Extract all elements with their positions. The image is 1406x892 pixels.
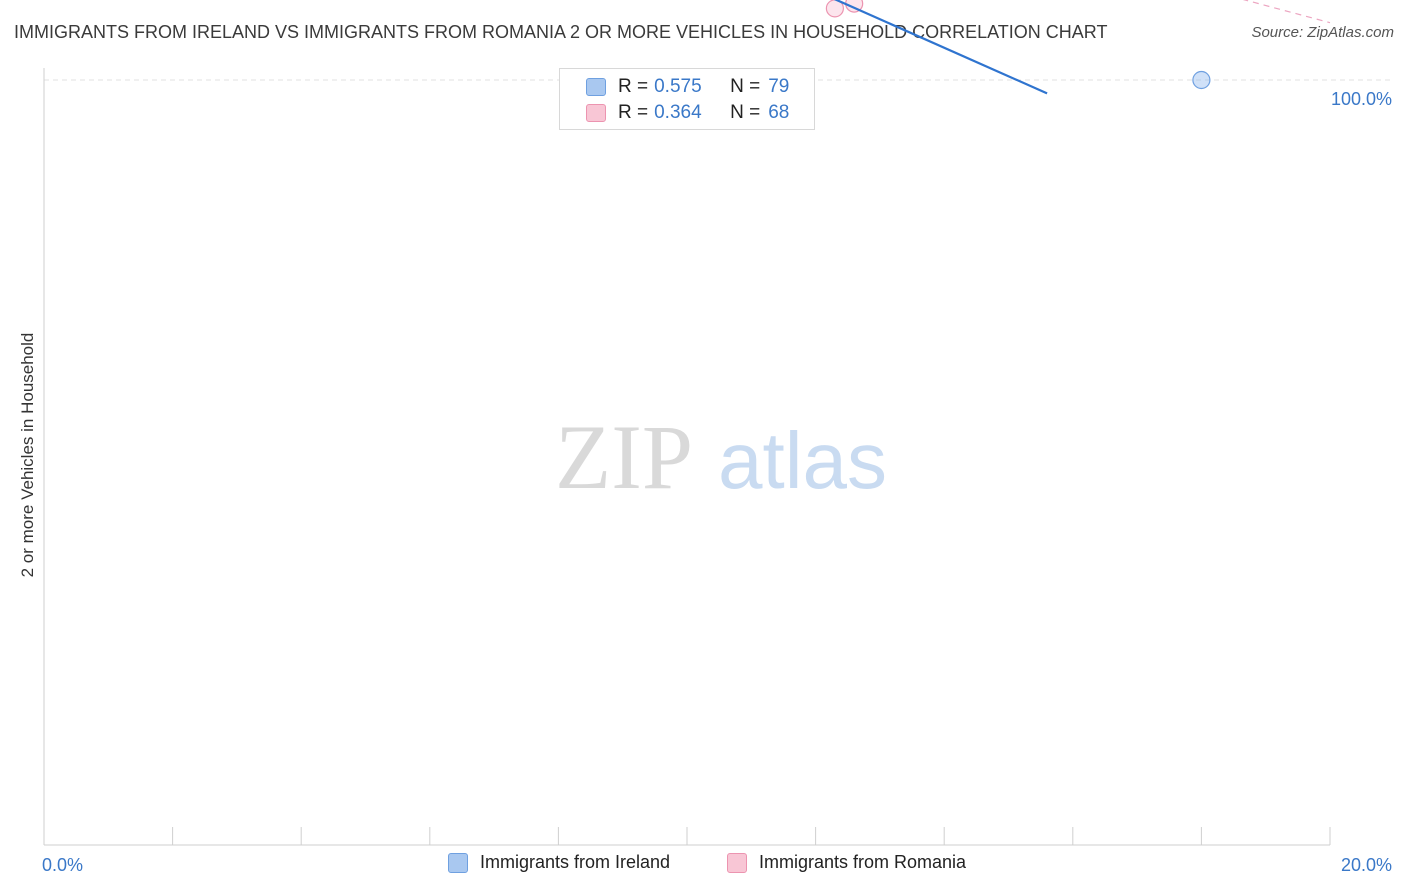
legend-r-label: R = <box>618 76 649 97</box>
legend-marker-ireland <box>448 852 468 873</box>
legend-marker-romania <box>727 852 747 873</box>
y-axis-label: 2 or more Vehicles in Household <box>18 332 37 578</box>
legend-n-value-romania: 68 <box>768 102 790 123</box>
legend-item-ireland[interactable]: Immigrants from Ireland <box>448 852 670 873</box>
legend-label-romania: Immigrants from Romania <box>759 852 967 872</box>
legend-row-romania: R = 0.364 N = 68 <box>586 101 789 125</box>
stats-legend: R = 0.575 N = 79 R = 0.364 N = 68 <box>559 68 815 130</box>
trend-line-ireland <box>833 0 1048 95</box>
source-credit: Source: ZipAtlas.com <box>1251 24 1394 41</box>
point-ireland <box>1192 70 1211 90</box>
legend-item-romania[interactable]: Immigrants from Romania <box>727 852 966 873</box>
legend-r-value-ireland: 0.575 <box>654 76 702 97</box>
trend-lines <box>833 0 1331 95</box>
chart-title: IMMIGRANTS FROM IRELAND VS IMMIGRANTS FR… <box>14 22 1108 42</box>
y-tick-label: 100.0% <box>1331 89 1392 109</box>
trend-line-romania-extension <box>1242 0 1331 24</box>
axes <box>43 68 1331 846</box>
legend-swatch-ireland <box>586 78 606 96</box>
legend-r-value-romania: 0.364 <box>654 102 702 123</box>
tick-labels: 40.0%60.0%80.0%100.0%0.0%20.0% <box>42 89 1392 875</box>
x-tick-label: 0.0% <box>42 855 83 875</box>
x-tick-label: 20.0% <box>1341 855 1392 875</box>
series-legend: Immigrants from Ireland Immigrants from … <box>0 852 1406 878</box>
watermark: ZIP atlas <box>555 406 887 508</box>
watermark-zip: ZIP <box>555 406 693 508</box>
watermark-atlas: atlas <box>718 416 887 505</box>
legend-n-label: N = <box>730 76 761 97</box>
point-romania <box>825 0 844 18</box>
legend-swatch-romania <box>586 104 606 122</box>
data-points <box>825 0 1211 90</box>
legend-row-ireland: R = 0.575 N = 79 <box>586 75 789 99</box>
legend-n-label: N = <box>730 102 761 123</box>
legend-label-ireland: Immigrants from Ireland <box>480 852 671 872</box>
legend-r-label: R = <box>618 102 649 123</box>
legend-n-value-ireland: 79 <box>768 76 790 97</box>
